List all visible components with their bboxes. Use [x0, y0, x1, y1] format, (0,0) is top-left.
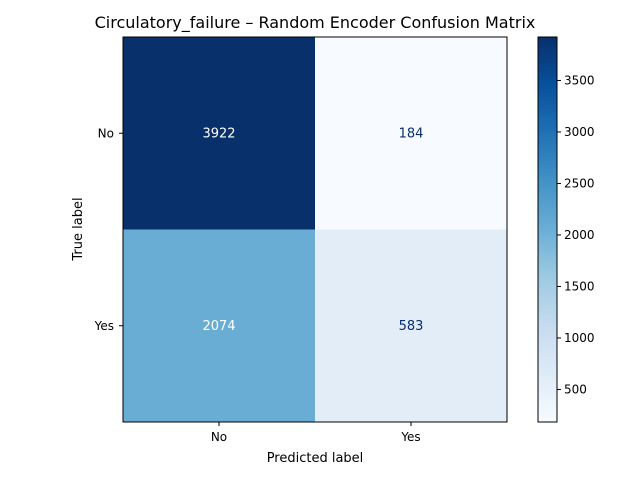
- colorbar-tick-label: 1500: [564, 279, 595, 293]
- colorbar-tick-label: 500: [564, 382, 587, 396]
- matrix-cell-0-1: [315, 37, 507, 230]
- y-axis-ticks: No Yes: [94, 126, 123, 333]
- y-tick-label: Yes: [94, 319, 114, 333]
- matrix-cell-0-0: [123, 37, 315, 230]
- matrix-cells: 3922 184 2074 583: [123, 37, 507, 422]
- colorbar: 500 1000 1500 2000 2500 3000 3500: [537, 36, 595, 423]
- colorbar-tick-label: 2000: [564, 228, 595, 242]
- colorbar-tick-label: 2500: [564, 176, 595, 190]
- matrix-cell-1-0: [123, 229, 315, 422]
- cell-value-0-1: 184: [399, 126, 424, 141]
- x-axis-label: Predicted label: [267, 451, 364, 466]
- y-axis-label: True label: [71, 197, 86, 261]
- cell-value-1-1: 583: [399, 319, 424, 334]
- matrix-cell-1-1: [315, 229, 507, 422]
- colorbar-tick-label: 3500: [564, 73, 595, 87]
- x-axis-ticks: No Yes: [211, 422, 421, 444]
- cell-value-1-0: 2074: [202, 319, 235, 334]
- colorbar-gradient: [537, 36, 558, 423]
- colorbar-tick-label: 3000: [564, 125, 595, 139]
- x-tick-label: Yes: [400, 430, 420, 444]
- colorbar-tick-label: 1000: [564, 331, 595, 345]
- y-tick-label: No: [98, 126, 114, 140]
- matrix-frame: [122, 36, 508, 423]
- chart-title: Circulatory_failure – Random Encoder Con…: [95, 13, 536, 33]
- cell-value-0-0: 3922: [202, 126, 235, 141]
- colorbar-ticks: 500 1000 1500 2000 2500 3000 3500: [557, 73, 595, 396]
- x-tick-label: No: [211, 430, 227, 444]
